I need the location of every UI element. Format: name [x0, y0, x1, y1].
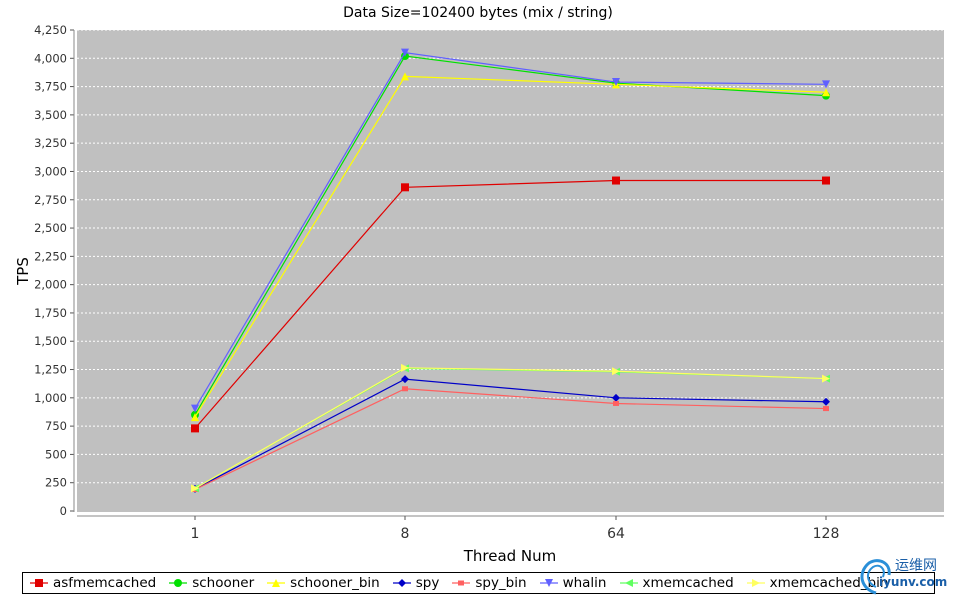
- series-whalin: [191, 48, 830, 413]
- series-group: [191, 48, 830, 493]
- legend-marker-icon: [392, 579, 411, 587]
- y-tick-label: 3,250: [34, 136, 67, 150]
- legend-marker: [624, 579, 633, 587]
- series-line: [194, 179, 826, 429]
- watermark-logo-icon: [860, 559, 891, 595]
- series-asfmemcached: [191, 176, 830, 433]
- data-point: [823, 406, 829, 412]
- legend: asfmemcached schooner schooner_bin spy spy_b…: [22, 572, 935, 594]
- data-point: [191, 424, 199, 433]
- series-line: [194, 51, 827, 409]
- y-tick-label: 500: [45, 447, 67, 461]
- legend-marker: [174, 579, 183, 587]
- data-point: [401, 183, 409, 192]
- legend-label: whalin: [562, 575, 607, 591]
- legend-label: xmemcached_bin: [769, 575, 889, 591]
- data-point: [191, 404, 199, 413]
- data-point: [612, 78, 620, 87]
- data-point: [191, 413, 199, 422]
- legend-item: schooner: [168, 575, 254, 591]
- chart-title: Data Size=102400 bytes (mix / string): [343, 5, 613, 21]
- y-axis-label: TPS: [14, 257, 32, 286]
- legend-label: spy: [415, 575, 440, 591]
- legend-item: spy_bin: [451, 575, 527, 591]
- data-point: [822, 80, 830, 89]
- y-tick-label: 1,000: [34, 391, 67, 405]
- y-tick-label: 3,500: [34, 108, 67, 122]
- legend-label: schooner_bin: [290, 575, 380, 591]
- legend-item: schooner_bin: [266, 575, 380, 591]
- series-schooner_bin: [191, 72, 830, 422]
- data-point: [822, 374, 830, 383]
- data-point: [612, 367, 620, 376]
- data-point: [822, 176, 830, 185]
- y-tick-label: 2,750: [34, 193, 67, 207]
- legend-marker: [751, 579, 760, 587]
- series-line: [194, 367, 827, 489]
- y-tick-label: 1,250: [34, 363, 67, 377]
- series-line: [194, 378, 827, 490]
- y-tick-label: 3,000: [34, 164, 67, 178]
- x-axis-label: Thread Num: [463, 547, 557, 565]
- y-tick-label: 0: [60, 504, 67, 518]
- y-tick-label: 2,250: [34, 249, 67, 263]
- data-point: [822, 397, 830, 406]
- legend-marker: [35, 579, 43, 587]
- y-tick-label: 2,500: [34, 221, 67, 235]
- legend-label: spy_bin: [475, 575, 527, 591]
- x-tick-label: 64: [607, 526, 625, 542]
- y-tick-label: 3,750: [34, 80, 67, 94]
- legend-marker-icon: [169, 579, 188, 587]
- x-axis: 1 8 64 128: [77, 515, 944, 542]
- legend-marker-icon: [539, 579, 558, 587]
- series-xmemcached_bin: [191, 363, 830, 493]
- y-tick-label: 4,250: [34, 23, 67, 37]
- legend-item: asfmemcached: [29, 575, 156, 591]
- legend-marker-icon: [746, 579, 765, 587]
- watermark: 运维网 iyunv.com: [853, 553, 958, 599]
- y-tick-label: 250: [45, 476, 67, 490]
- series-line: [194, 55, 827, 416]
- data-point: [612, 393, 620, 402]
- legend-label: asfmemcached: [53, 575, 157, 591]
- legend-marker: [458, 580, 465, 586]
- watermark-text-top: 运维网: [895, 558, 937, 574]
- legend-marker-icon: [267, 579, 286, 587]
- series-line: [194, 388, 827, 491]
- legend-marker: [544, 579, 553, 587]
- x-tick-label: 8: [401, 526, 410, 542]
- legend-item: xmemcached_bin: [746, 575, 889, 591]
- y-tick-label: 4,000: [34, 51, 67, 65]
- line-chart: Data Size=102400 bytes (mix / string) 0 2…: [14, 5, 944, 565]
- data-point: [401, 375, 409, 384]
- y-axis: 0 250 500 750 1,000 1,250 1,500 1,750 2,000 2,250…: [34, 23, 75, 518]
- x-tick-label: 1: [191, 526, 200, 542]
- data-point: [822, 88, 830, 97]
- data-point: [401, 72, 409, 81]
- plot-area: [77, 30, 944, 512]
- legend-marker: [272, 579, 281, 587]
- y-tick-label: 1,500: [34, 334, 67, 348]
- y-tick-label: 750: [45, 419, 67, 433]
- legend-marker: [397, 579, 406, 587]
- legend-label: schooner: [192, 575, 255, 591]
- y-tick-label: 2,000: [34, 278, 67, 292]
- data-point: [613, 400, 619, 406]
- y-tick-label: 1,750: [34, 306, 67, 320]
- data-point: [612, 176, 620, 185]
- legend-marker-icon: [452, 580, 471, 586]
- legend-marker-icon: [30, 579, 48, 587]
- legend-item: spy: [392, 575, 440, 591]
- data-point: [402, 386, 408, 392]
- x-tick-label: 128: [813, 526, 840, 542]
- data-point: [191, 484, 199, 493]
- data-point: [401, 363, 409, 372]
- legend-item: whalin: [539, 575, 607, 591]
- legend-item: xmemcached: [619, 575, 734, 591]
- series-line: [194, 75, 827, 418]
- legend-marker-icon: [619, 579, 638, 587]
- watermark-text-bottom: iyunv.com: [879, 575, 948, 589]
- data-point: [401, 48, 409, 57]
- legend-label: xmemcached: [642, 575, 734, 591]
